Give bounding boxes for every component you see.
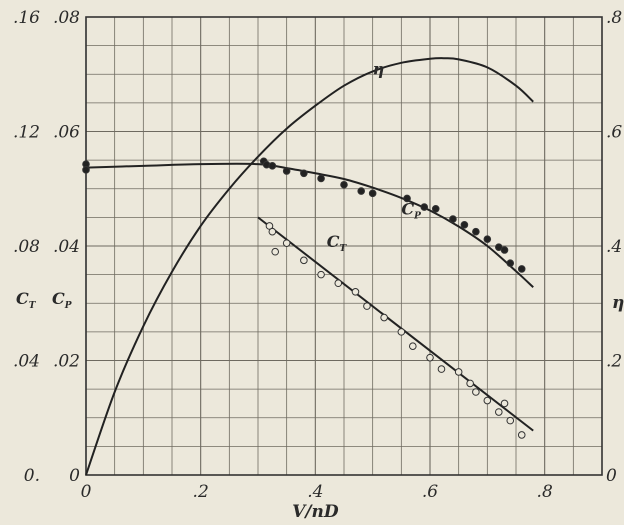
- cp-tick-label: .04: [53, 237, 80, 257]
- ct-data-point: [437, 365, 446, 373]
- cp-tick-label: .02: [53, 352, 80, 372]
- eta-tick-label: .6: [606, 123, 622, 143]
- cp-data-point: [500, 246, 509, 254]
- plot-frame: [85, 16, 603, 476]
- ct-data-point: [472, 388, 480, 396]
- cp-data-point: [403, 194, 411, 203]
- cp-axis-label: CP: [52, 289, 72, 311]
- x-tick-label: 0: [81, 482, 92, 502]
- eta-tick-label: .2: [606, 352, 622, 372]
- ct-data-point: [483, 396, 492, 405]
- tick-labels: 0 .2 .4 .6 .8 0. .04 .08 .12 .16 0 .02 .04 .06 .08 0 .2.…: [13, 8, 622, 502]
- plot-border: [85, 16, 603, 476]
- cp-data-point: [368, 189, 377, 198]
- ct-data-point: [271, 247, 280, 256]
- cp-data-point: [282, 167, 291, 175]
- cp-data-point: [300, 169, 308, 178]
- ct-data-point: [506, 416, 515, 425]
- ct-data-point: [380, 313, 388, 322]
- curves: [85, 57, 534, 476]
- cp-curve: [85, 162, 534, 288]
- ct-tick-label: .12: [13, 123, 40, 143]
- eta-tick-label: .8: [606, 8, 622, 28]
- ct-data-point: [397, 328, 406, 336]
- cp-data-point: [317, 174, 325, 183]
- ct-data-point: [317, 270, 325, 279]
- x-tick-label: .6: [422, 482, 438, 502]
- x-tick-label: .4: [307, 482, 323, 502]
- cp-data-point: [483, 235, 492, 243]
- ct-data-point: [334, 279, 343, 288]
- ct-data-point: [466, 379, 474, 388]
- cp-tick-label: .08: [53, 8, 80, 28]
- cp-data-point: [460, 221, 469, 229]
- data-points: [82, 157, 526, 439]
- ct-tick-label: 0.: [24, 466, 40, 486]
- ct-data-point: [351, 288, 360, 296]
- eta-curve: [85, 57, 534, 476]
- cp-data-point: [449, 215, 457, 223]
- cp-data-point: [420, 203, 429, 211]
- curve-label: CT: [327, 232, 348, 254]
- curve-label: CP: [401, 200, 421, 222]
- cp-tick-label: 0: [69, 466, 80, 486]
- ct-data-point: [495, 408, 503, 416]
- cp-data-point: [431, 204, 440, 213]
- cp-data-point: [472, 227, 480, 236]
- x-tick-label: .8: [537, 482, 553, 502]
- ct-data-point: [268, 227, 277, 236]
- ct-tick-label: .08: [13, 237, 40, 257]
- cp-tick-label: .06: [53, 123, 80, 143]
- ct-data-point: [454, 368, 463, 376]
- grid: [85, 16, 603, 476]
- cp-data-point: [517, 265, 526, 273]
- ct-axis-label: CT: [16, 289, 37, 311]
- ct-data-point: [363, 302, 371, 310]
- ct-data-point: [282, 239, 291, 247]
- ct-data-point: [426, 353, 434, 362]
- x-tick-label: .2: [193, 482, 209, 502]
- axis-labels: CT CP η V/nD: [16, 289, 624, 522]
- cp-data-point: [82, 166, 90, 174]
- cp-data-point: [506, 259, 515, 267]
- eta-tick-label: .4: [606, 237, 622, 257]
- eta-tick-label: 0: [606, 466, 617, 486]
- eta-axis-label: η: [612, 293, 624, 313]
- curve-label: η: [373, 59, 385, 78]
- ct-data-point: [500, 399, 509, 408]
- cp-data-point: [340, 180, 348, 189]
- cp-data-point: [268, 162, 277, 170]
- ct-tick-label: .04: [13, 352, 40, 372]
- ct-tick-label: .16: [13, 8, 40, 28]
- cp-data-point: [357, 187, 366, 195]
- ct-data-point: [300, 256, 308, 265]
- x-axis-label: V/nD: [292, 502, 339, 521]
- ct-data-point: [517, 431, 526, 439]
- ct-data-point: [409, 342, 417, 350]
- ct-curve: [257, 216, 534, 432]
